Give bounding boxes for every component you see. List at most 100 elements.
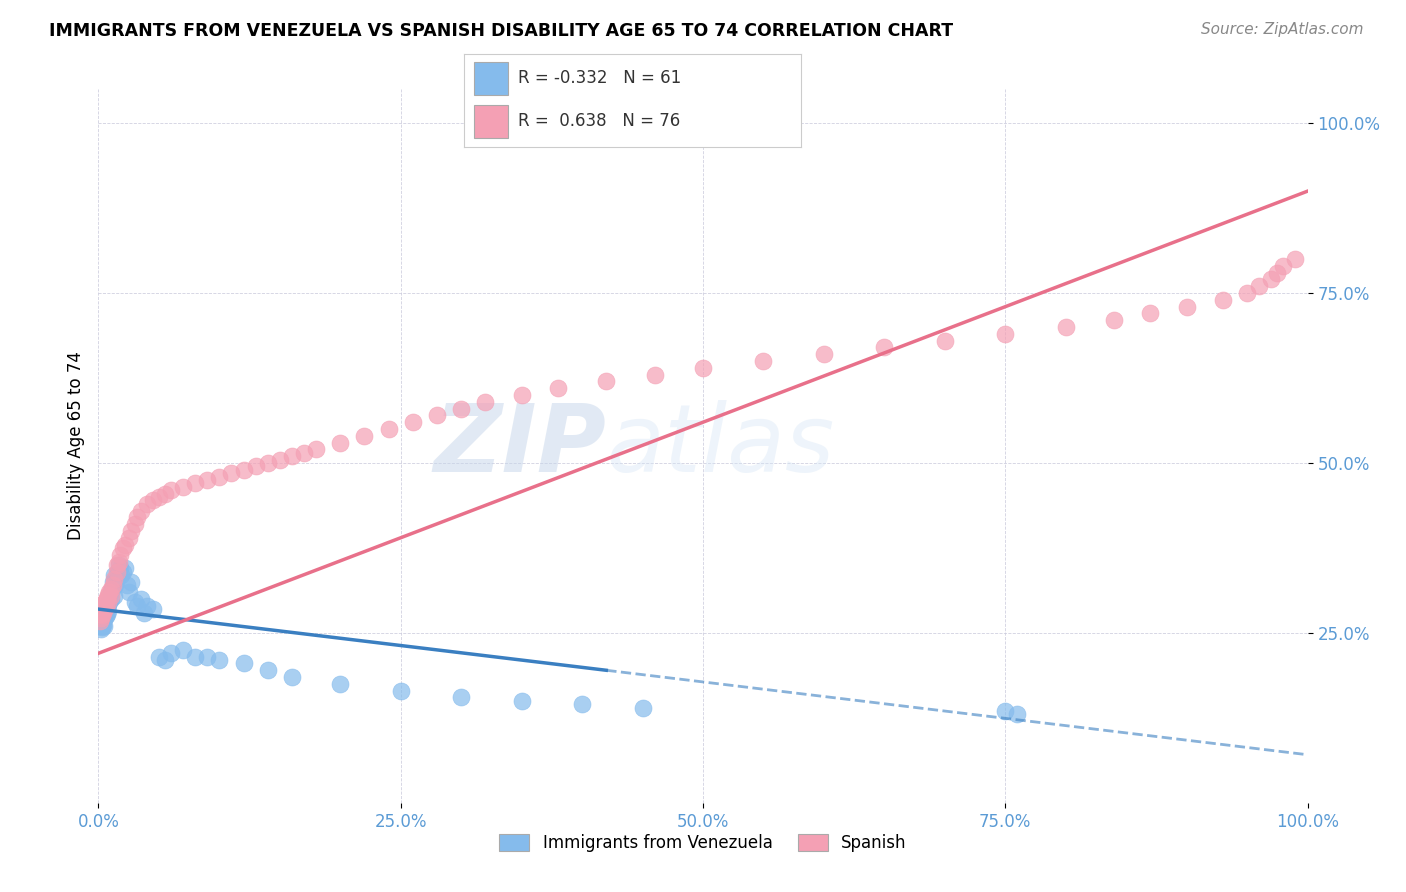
Point [1212,293,1234,307]
Point [107,565,129,579]
Point [108,555,131,569]
Point [510,388,533,402]
Text: atlas: atlas [606,401,835,491]
Point [142,493,165,508]
Point [281,449,304,463]
Point [91,601,114,615]
Point [91,608,114,623]
Point [97,594,120,608]
Point [172,643,194,657]
Point [89,607,111,621]
Point [91,620,114,634]
Point [91,611,114,625]
FancyBboxPatch shape [474,105,508,138]
Point [118,531,141,545]
Point [103,589,125,603]
Point [873,341,896,355]
Point [450,690,472,705]
Point [101,578,124,592]
Point [127,599,149,613]
Point [329,677,352,691]
Point [93,603,115,617]
Point [208,653,231,667]
Point [100,589,122,603]
Point [256,663,278,677]
Y-axis label: Disability Age 65 to 74: Disability Age 65 to 74 [66,351,84,541]
Point [1260,272,1282,286]
Point [547,381,569,395]
Point [510,694,533,708]
Point [934,334,956,348]
Point [108,558,131,572]
Point [692,360,714,375]
Point [93,606,115,620]
Point [1236,286,1258,301]
Point [134,606,156,620]
Point [281,670,304,684]
Point [208,469,231,483]
Point [89,614,111,628]
Point [93,612,115,626]
Point [1272,259,1295,273]
Point [104,578,127,592]
Point [120,524,142,538]
Point [389,683,412,698]
Point [172,480,194,494]
Point [91,617,114,632]
Point [184,476,207,491]
Legend: Immigrants from Venezuela, Spanish: Immigrants from Venezuela, Spanish [494,827,912,859]
Point [232,463,254,477]
Point [148,649,170,664]
Text: IMMIGRANTS FROM VENEZUELA VS SPANISH DISABILITY AGE 65 TO 74 CORRELATION CHART: IMMIGRANTS FROM VENEZUELA VS SPANISH DIS… [49,22,953,40]
Point [97,588,120,602]
Point [105,558,128,572]
Point [1267,266,1289,280]
Point [124,595,146,609]
Point [153,653,176,667]
Point [129,503,152,517]
Point [97,598,120,612]
Point [232,657,254,671]
Point [402,415,425,429]
Point [96,600,118,615]
Point [148,490,170,504]
Point [89,612,111,626]
Point [195,649,218,664]
Point [101,574,124,589]
Point [1139,306,1161,320]
Point [91,607,114,621]
Point [90,623,112,637]
Point [91,599,114,613]
Point [94,593,117,607]
FancyBboxPatch shape [474,62,508,95]
Point [595,375,617,389]
Point [426,409,449,423]
Point [1007,707,1029,722]
Point [90,611,112,625]
Point [93,596,115,610]
Point [752,354,775,368]
Point [135,599,157,613]
Point [94,600,117,615]
Point [118,585,141,599]
Point [1102,313,1125,327]
Point [98,585,121,599]
Point [103,572,125,586]
Point [93,619,115,633]
Point [184,649,207,664]
Point [142,602,165,616]
Point [94,602,117,616]
Point [110,568,132,582]
Point [256,456,278,470]
Point [117,578,139,592]
Text: ZIP: ZIP [433,400,606,492]
Point [114,537,136,551]
Point [94,608,117,623]
Point [98,595,121,609]
Point [631,700,654,714]
Point [1249,279,1271,293]
Point [353,429,375,443]
Point [103,568,125,582]
Point [571,698,593,712]
Point [105,572,128,586]
